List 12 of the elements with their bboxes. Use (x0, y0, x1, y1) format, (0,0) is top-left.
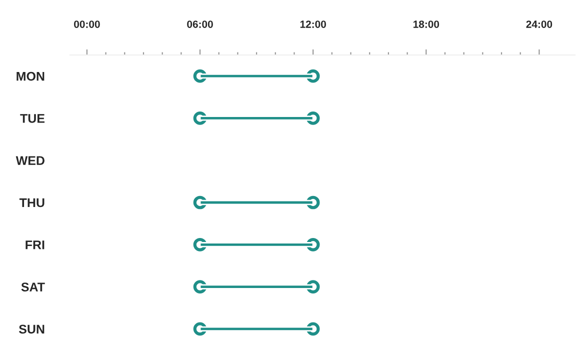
x-tick-label: 00:00 (74, 20, 100, 28)
y-tick-label: MON (16, 72, 44, 81)
y-tick-label: TUE (20, 114, 45, 123)
y-tick-label: SUN (18, 324, 44, 334)
x-tick-label: 06:00 (187, 20, 213, 28)
x-tick-label: 18:00 (413, 20, 440, 28)
x-tick-label: 24:00 (526, 20, 552, 28)
y-tick-label: SAT (21, 282, 45, 292)
y-tick-label: WED (16, 156, 44, 165)
x-tick-label: 12:00 (300, 20, 326, 28)
y-tick-label: THU (19, 198, 44, 208)
y-tick-label: FRI (26, 240, 44, 250)
